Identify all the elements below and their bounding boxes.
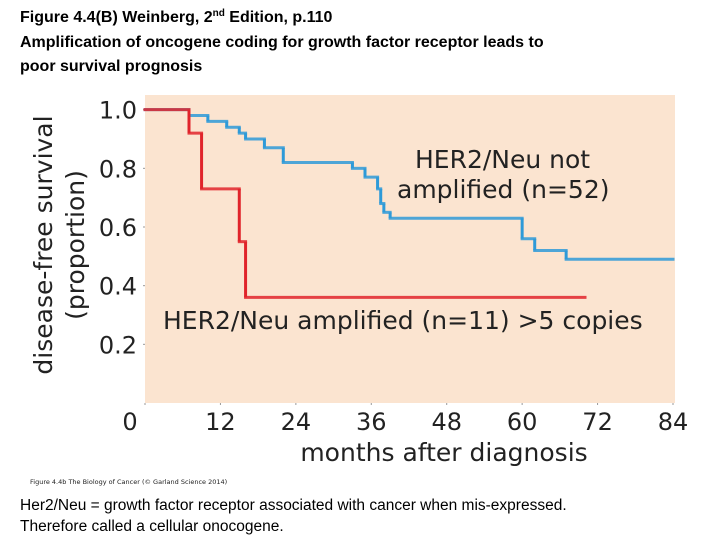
annotation: HER2/Neu not: [415, 145, 590, 174]
heading-sup: nd: [213, 8, 225, 19]
x-tick-label: 84: [658, 408, 689, 436]
credit: Figure 4.4b The Biology of Cancer (© Gar…: [30, 478, 227, 486]
caption: Her2/Neu = growth factor receptor associ…: [20, 497, 567, 514]
annotation: HER2/Neu amplified (n=11) >5 copies: [163, 306, 643, 335]
y-tick-label: 0.8: [99, 155, 137, 183]
x-tick-label: 12: [205, 408, 236, 436]
heading-text: Edition, p.110: [225, 9, 333, 26]
heading-text: Figure 4.4(B) Weinberg, 2: [20, 9, 213, 26]
heading: Figure 4.4(B) Weinberg, 2nd Edition, p.1…: [20, 8, 333, 26]
x-axis-label: months after diagnosis: [300, 438, 587, 467]
y-tick-label: 0.2: [99, 331, 137, 359]
y-axis-label: (proportion): [61, 170, 90, 320]
heading: Amplification of oncogene coding for gro…: [20, 34, 544, 51]
y-tick-label: 0.6: [99, 214, 137, 242]
y-axis-label: disease-free survival: [29, 115, 58, 374]
y-tick-label: 0.4: [99, 273, 137, 301]
annotation: amplified (n=52): [397, 175, 610, 204]
x-tick-label: 36: [356, 408, 387, 436]
x-tick-label: 48: [431, 408, 462, 436]
heading: poor survival prognosis: [20, 58, 202, 75]
x-tick-label: 24: [281, 408, 312, 436]
x-tick-label: 72: [582, 408, 613, 436]
x-tick-label: 0: [122, 408, 137, 436]
y-tick-label: 1.0: [99, 97, 137, 125]
x-tick-label: 60: [507, 408, 538, 436]
plot-area: [145, 95, 675, 403]
caption: Therefore called a cellular onocogene.: [20, 518, 284, 535]
